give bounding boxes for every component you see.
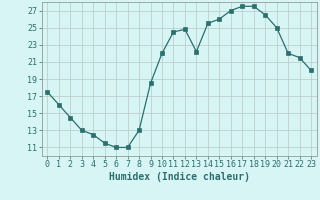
X-axis label: Humidex (Indice chaleur): Humidex (Indice chaleur) — [109, 172, 250, 182]
